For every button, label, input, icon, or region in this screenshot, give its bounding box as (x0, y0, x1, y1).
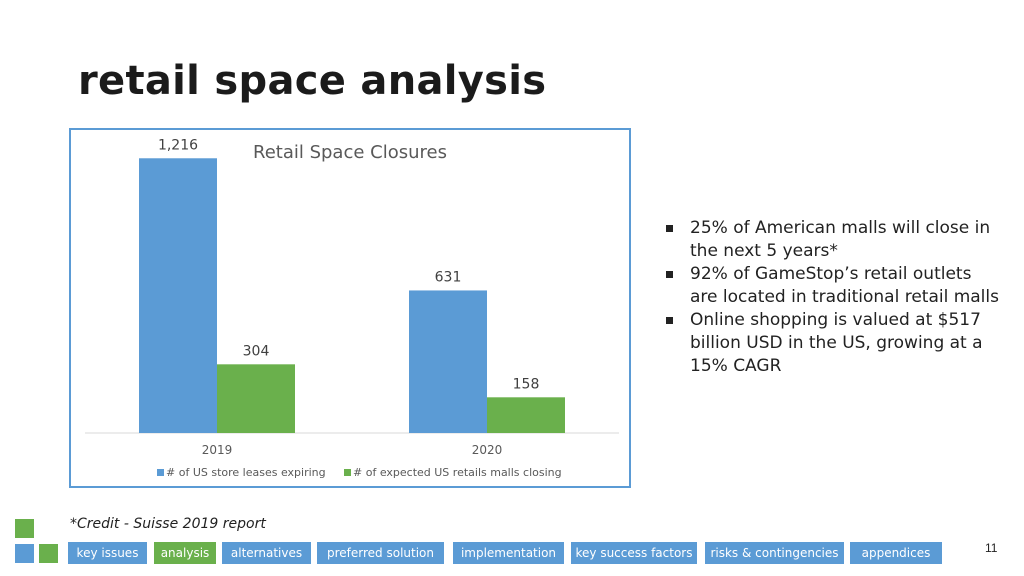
data-label-2020-series-0: 631 (435, 269, 462, 285)
bar-2019-series-0 (139, 158, 217, 433)
nav-key-success-factors[interactable]: key success factors (571, 542, 697, 564)
page-number: 11 (985, 541, 998, 555)
legend-label-0: # of US store leases expiring (166, 466, 326, 479)
page-title: retail space analysis (78, 58, 547, 104)
decor-square-bottom-right (39, 544, 58, 563)
bar-chart: Retail Space Closures 1,216 304 2019 631 158 2… (85, 137, 619, 479)
chart-title: Retail Space Closures (253, 142, 447, 163)
decor-square-bottom (15, 544, 34, 563)
bullet-item: 25% of American malls will close in the … (664, 217, 1004, 263)
nav-analysis[interactable]: analysis (154, 542, 216, 564)
legend-swatch-0 (157, 469, 164, 476)
nav-appendices[interactable]: appendices (850, 542, 942, 564)
nav-risks-contingencies[interactable]: risks & contingencies (705, 542, 844, 564)
bullet-square-icon (666, 225, 673, 232)
bullet-square-icon (666, 271, 673, 278)
data-label-2020-series-1: 158 (513, 376, 540, 392)
bar-2020-series-0 (409, 290, 487, 433)
nav-implementation[interactable]: implementation (453, 542, 564, 564)
nav-alternatives[interactable]: alternatives (222, 542, 311, 564)
legend-swatch-1 (344, 469, 351, 476)
decor-square-top (15, 519, 34, 538)
bullet-square-icon (666, 317, 673, 324)
data-label-2019-series-0: 1,216 (158, 137, 198, 153)
credit-note: *Credit - Suisse 2019 report (70, 516, 266, 532)
bullet-item: 92% of GameStop’s retail outlets are loc… (664, 263, 1004, 309)
x-tick-label-2020: 2020 (472, 443, 503, 457)
data-label-2019-series-1: 304 (243, 343, 270, 359)
legend-label-1: # of expected US retails malls closing (353, 466, 562, 479)
bar-2019-series-1 (217, 364, 295, 433)
bar-2020-series-1 (487, 397, 565, 433)
bullet-item: Online shopping is valued at $517 billio… (664, 309, 1004, 378)
chart-frame: Retail Space Closures 1,216 304 2019 631 158 2… (69, 128, 631, 488)
nav-preferred-solution[interactable]: preferred solution (317, 542, 444, 564)
nav-key-issues[interactable]: key issues (68, 542, 147, 564)
x-tick-label-2019: 2019 (202, 443, 233, 457)
bullet-list: 25% of American malls will close in the … (664, 217, 1004, 378)
